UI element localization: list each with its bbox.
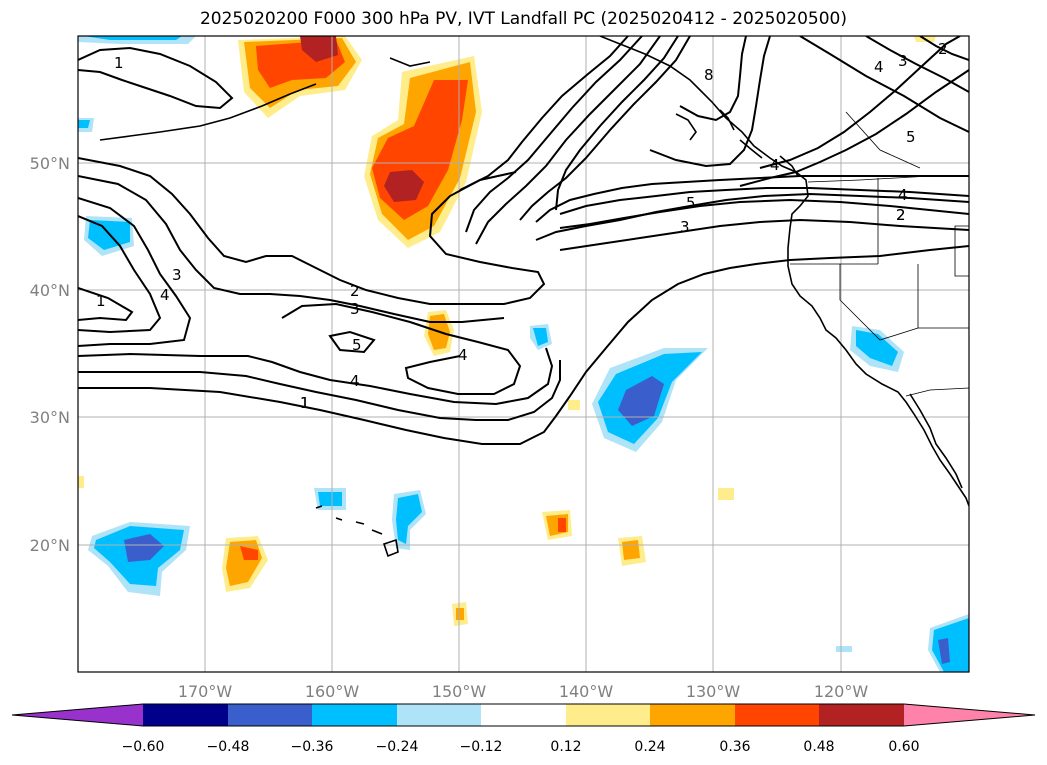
colorbar-segment xyxy=(735,704,819,726)
colorbar-segment xyxy=(566,704,650,726)
contour-label: 4 xyxy=(898,186,908,204)
contour-central-closed xyxy=(281,302,522,395)
latitude-labels: 50°N 40°N 30°N 20°N xyxy=(30,154,70,555)
colorbar-segment xyxy=(228,704,312,726)
colorbar xyxy=(11,703,1036,727)
lat-label: 50°N xyxy=(30,154,70,173)
contour-label: 4 xyxy=(350,372,360,390)
colorbar-extend-high xyxy=(904,704,1035,726)
colorbar-tick-label: −0.60 xyxy=(122,739,165,755)
lon-label: 130°W xyxy=(686,682,741,701)
contour-west-1 xyxy=(78,157,546,305)
contour-label: 1 xyxy=(300,394,310,412)
longitude-labels: 170°W 160°W 150°W 140°W 130°W 120°W xyxy=(178,682,869,701)
colorbar-segment xyxy=(143,704,228,726)
contour-label: 8 xyxy=(704,66,714,84)
colorbar-outline xyxy=(11,703,1036,727)
colorbar-tick-label: 0.24 xyxy=(634,739,665,755)
colorbar-segment xyxy=(312,704,397,726)
us-mexico-border xyxy=(905,387,969,397)
colorbar-tick-label: −0.12 xyxy=(460,739,503,755)
contour-label: 5 xyxy=(686,194,696,212)
lon-label: 160°W xyxy=(305,682,360,701)
pv-contours xyxy=(78,36,969,445)
lon-label: 150°W xyxy=(432,682,487,701)
map-background xyxy=(78,36,969,672)
colorbar-extend-low xyxy=(12,704,143,726)
contour-label: 2 xyxy=(350,282,360,300)
map-frame xyxy=(77,35,970,673)
contour-label: 3 xyxy=(680,218,690,236)
lat-label: 40°N xyxy=(30,281,70,300)
contour-label: 2 xyxy=(938,40,948,58)
aleutian-islands xyxy=(99,83,317,141)
colorbar-tick-label: −0.24 xyxy=(376,739,419,755)
colorbar-segment xyxy=(481,704,566,726)
colorbar-ticks: −0.60 −0.48 −0.36 −0.24 −0.12 0.12 0.24 … xyxy=(122,739,920,755)
contour-label: 4 xyxy=(458,346,468,364)
colorbar-segment xyxy=(650,704,735,726)
contour-label: 4 xyxy=(874,58,884,76)
contour-label: 3 xyxy=(172,266,182,284)
colorbar-tick-label: −0.36 xyxy=(291,739,334,755)
contour-label: 1 xyxy=(96,292,106,310)
colorbar-segment xyxy=(819,704,904,726)
lon-label: 120°W xyxy=(814,682,869,701)
contour-label: 1 xyxy=(114,54,124,72)
lat-label: 20°N xyxy=(30,536,70,555)
lon-label: 140°W xyxy=(559,682,614,701)
colorbar-tick-label: 0.36 xyxy=(719,739,750,755)
contour-label: 5 xyxy=(352,336,362,354)
colorbar-tick-label: −0.48 xyxy=(207,739,250,755)
north-america-coast xyxy=(599,36,969,507)
colorbar-tick-label: 0.12 xyxy=(550,739,581,755)
colorbar-tick-label: 0.60 xyxy=(888,739,919,755)
colorbar-segment xyxy=(397,704,481,726)
lat-label: 30°N xyxy=(30,408,70,427)
lon-label: 170°W xyxy=(178,682,233,701)
contour-label: 1 xyxy=(300,394,310,412)
contour-label: 4 xyxy=(770,156,780,174)
contour-label: 3 xyxy=(898,52,908,70)
contour-label: 5 xyxy=(906,128,916,146)
contour-label: 2 xyxy=(896,206,906,224)
colorbar-tick-label: 0.48 xyxy=(803,739,834,755)
map-title: 2025020200 F000 300 hPa PV, IVT Landfall… xyxy=(199,9,847,29)
contour-label: 4 xyxy=(160,286,170,304)
coastlines xyxy=(99,36,969,558)
contour-label: 2 xyxy=(896,206,906,224)
hawaiian-islands xyxy=(315,505,323,509)
contour-label: 3 xyxy=(350,300,360,318)
contour-labels: 1 2 3 4 5 1 2 3 4 5 4 3 2 4 1 2 3 4 5 8 … xyxy=(96,40,948,412)
